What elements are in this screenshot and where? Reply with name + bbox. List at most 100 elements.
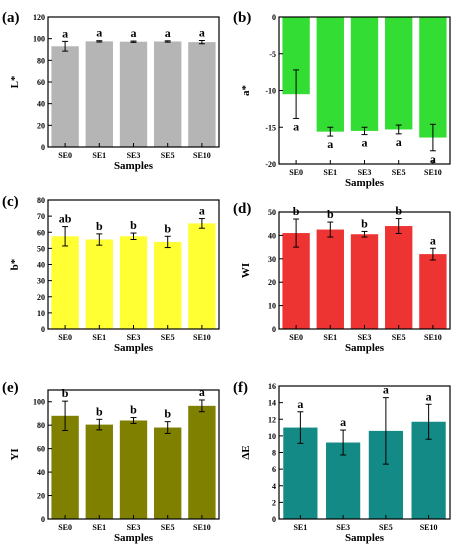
bar bbox=[154, 427, 182, 519]
significance-label: a bbox=[362, 136, 368, 150]
bar bbox=[350, 17, 379, 131]
significance-label: a bbox=[297, 397, 303, 411]
x-tick-label: SE10 bbox=[424, 333, 442, 342]
significance-label: a bbox=[430, 152, 436, 166]
significance-label: a bbox=[396, 135, 402, 149]
x-axis-title: Samples bbox=[114, 342, 154, 354]
x-tick-label: SE1 bbox=[293, 523, 307, 532]
chart-panel-1: (a) a a a a a 0 20 40 60 80 100 120 SE0 SE1 SE3 SE5 SE10 S… bbox=[2, 10, 220, 172]
y-axis-title: L* bbox=[9, 75, 21, 88]
x-tick-label: SE3 bbox=[336, 523, 350, 532]
panel-label: (a) bbox=[2, 10, 20, 26]
x-tick-label: SE3 bbox=[358, 168, 372, 177]
significance-label: a bbox=[96, 26, 102, 40]
significance-label: b bbox=[130, 403, 137, 417]
bar bbox=[85, 239, 113, 329]
bar bbox=[282, 233, 310, 329]
x-tick-label: SE0 bbox=[289, 168, 303, 177]
y-axis-title: a* bbox=[240, 85, 252, 97]
y-tick-label: 60 bbox=[37, 228, 45, 237]
y-tick-label: 0 bbox=[272, 13, 276, 22]
bar bbox=[51, 236, 79, 329]
x-tick-label: SE10 bbox=[193, 333, 211, 342]
bar bbox=[51, 415, 79, 519]
bar bbox=[119, 41, 148, 148]
y-tick-label: 0 bbox=[41, 143, 45, 152]
y-tick-label: 40 bbox=[37, 100, 45, 109]
significance-label: a bbox=[165, 26, 171, 40]
y-tick-label: 16 bbox=[268, 382, 276, 391]
significance-label: a bbox=[199, 26, 205, 40]
panel-label: (e) bbox=[2, 380, 19, 396]
significance-label: b bbox=[96, 219, 103, 233]
x-tick-label: SE5 bbox=[161, 523, 175, 532]
bar bbox=[188, 223, 216, 329]
y-tick-label: 20 bbox=[37, 293, 45, 302]
y-axis-title: b* bbox=[9, 258, 21, 270]
chart-panel-5: (e) b b b b a 0 20 40 60 80 100 SE0 SE1 SE3 SE5 SE10 Samp… bbox=[2, 380, 220, 544]
y-tick-label: 40 bbox=[268, 231, 276, 240]
bar bbox=[51, 46, 79, 147]
x-tick-label: SE1 bbox=[323, 333, 337, 342]
chart-panel-3: (c) ab b b b a 0 10 20 30 40 50 60 70 80 SE0 SE1 SE3 SE5 SE… bbox=[2, 194, 220, 354]
y-tick-label: 14 bbox=[268, 399, 276, 408]
y-tick-label: 10 bbox=[268, 432, 276, 441]
x-tick-label: SE10 bbox=[193, 151, 211, 160]
bar bbox=[385, 226, 413, 329]
significance-label: a bbox=[426, 389, 432, 403]
y-tick-label: 30 bbox=[37, 277, 45, 286]
x-tick-label: SE1 bbox=[92, 523, 106, 532]
x-tick-label: SE1 bbox=[323, 168, 337, 177]
y-tick-label: 6 bbox=[272, 465, 276, 474]
y-tick-label: 8 bbox=[272, 449, 276, 458]
y-tick-label: 4 bbox=[272, 482, 276, 491]
x-axis-title: Samples bbox=[345, 532, 385, 544]
bar bbox=[119, 236, 148, 329]
x-tick-label: SE3 bbox=[127, 333, 141, 342]
x-tick-label: SE1 bbox=[92, 333, 106, 342]
significance-label: a bbox=[293, 119, 299, 133]
bar bbox=[385, 17, 413, 130]
y-tick-label: 60 bbox=[37, 78, 45, 87]
y-tick-label: 12 bbox=[268, 415, 276, 424]
panel-label: (f) bbox=[233, 380, 248, 396]
significance-label: b bbox=[361, 216, 368, 230]
significance-label: a bbox=[199, 204, 205, 218]
y-tick-label: 0 bbox=[41, 325, 45, 334]
bar bbox=[85, 41, 113, 147]
bar bbox=[85, 424, 113, 519]
significance-label: a bbox=[199, 385, 205, 399]
significance-label: a bbox=[383, 383, 389, 397]
x-tick-label: SE10 bbox=[420, 523, 438, 532]
x-tick-label: SE0 bbox=[289, 333, 303, 342]
y-tick-label: 20 bbox=[37, 492, 45, 501]
significance-label: a bbox=[131, 26, 137, 40]
significance-label: a bbox=[327, 137, 333, 151]
y-tick-label: 20 bbox=[268, 278, 276, 287]
bar bbox=[316, 229, 344, 329]
y-tick-label: 100 bbox=[33, 398, 45, 407]
x-tick-label: SE5 bbox=[392, 333, 406, 342]
x-tick-label: SE10 bbox=[193, 523, 211, 532]
y-tick-label: -20 bbox=[265, 160, 276, 169]
significance-label: a bbox=[62, 26, 68, 40]
y-tick-label: 50 bbox=[37, 244, 45, 253]
y-tick-label: 0 bbox=[272, 325, 276, 334]
x-tick-label: SE5 bbox=[392, 168, 406, 177]
y-tick-label: 120 bbox=[33, 13, 45, 22]
y-tick-label: -5 bbox=[269, 50, 276, 59]
significance-label: b bbox=[164, 221, 171, 235]
bar bbox=[188, 405, 216, 519]
y-tick-label: 80 bbox=[37, 56, 45, 65]
x-axis-title: Samples bbox=[114, 532, 154, 544]
chart-panel-4: (d) b b b b a 0 10 20 30 40 50 SE0 SE1 SE3 SE5 SE10 Sampl… bbox=[233, 201, 451, 354]
significance-label: a bbox=[430, 233, 436, 247]
x-tick-label: SE0 bbox=[58, 151, 72, 160]
y-axis-title: ΔE bbox=[240, 445, 252, 459]
y-tick-label: 10 bbox=[37, 309, 45, 318]
chart-panel-2: (b) a a a a a 0 -5 -10 -15 -20 SE0 SE1 SE3 SE5 SE10 Samp… bbox=[233, 10, 451, 189]
y-axis-title: YI bbox=[9, 448, 21, 460]
bar bbox=[419, 17, 447, 138]
x-tick-label: SE0 bbox=[58, 333, 72, 342]
significance-label: b bbox=[293, 204, 300, 218]
